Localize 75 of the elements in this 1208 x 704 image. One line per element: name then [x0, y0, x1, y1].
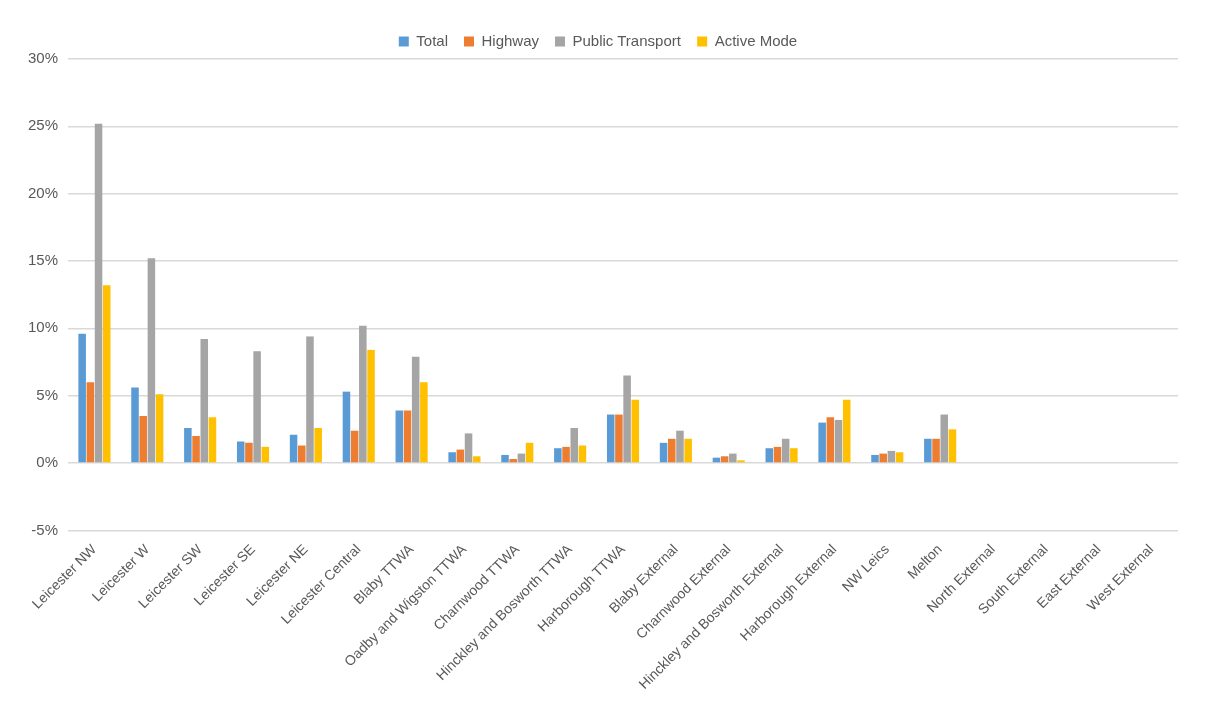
- bar: [826, 417, 835, 463]
- y-tick-label: 20%: [27, 183, 59, 201]
- bar: [306, 336, 314, 463]
- y-tick-label: 0%: [36, 453, 59, 471]
- bar: [684, 438, 692, 463]
- bar: [102, 285, 111, 463]
- bar: [509, 458, 517, 463]
- bar: [887, 450, 896, 463]
- bar: [448, 452, 456, 463]
- legend-label: Highway: [481, 31, 540, 49]
- bar: [245, 442, 253, 463]
- bar: [208, 417, 217, 463]
- y-tick-label: 5%: [36, 385, 59, 403]
- bar: [790, 448, 798, 463]
- bar: [895, 452, 904, 463]
- bar: [781, 438, 790, 463]
- bar: [472, 456, 481, 463]
- bar: [676, 430, 684, 463]
- bar: [94, 123, 103, 463]
- bar: [525, 442, 534, 463]
- bar: [871, 454, 879, 463]
- bar: [562, 446, 570, 463]
- bar: [367, 349, 375, 463]
- bar: [411, 356, 420, 463]
- bar: [395, 410, 404, 463]
- bar: [932, 438, 940, 463]
- bar: [261, 446, 270, 463]
- bar: [78, 333, 86, 463]
- bar: [342, 391, 351, 463]
- bar: [147, 258, 156, 463]
- bar: [729, 453, 737, 463]
- bar: [314, 428, 322, 463]
- y-tick-label: 25%: [27, 116, 59, 134]
- bar: [834, 419, 843, 463]
- bar: [554, 448, 562, 463]
- bar: [924, 438, 932, 463]
- bar: [200, 339, 209, 463]
- bar: [420, 382, 428, 463]
- bar: [86, 382, 95, 463]
- bar: [501, 454, 509, 463]
- bar: [139, 415, 147, 463]
- bar: [131, 387, 139, 463]
- bar: [570, 428, 579, 463]
- bar: [818, 422, 826, 463]
- bar: [350, 430, 359, 463]
- bar: [298, 445, 306, 463]
- bar: [842, 399, 851, 463]
- bar: [403, 410, 412, 463]
- bar: [464, 433, 473, 463]
- bar: [720, 456, 729, 463]
- legend-label: Public Transport: [572, 31, 682, 49]
- bar: [236, 441, 245, 463]
- bar: [659, 442, 668, 463]
- y-tick-label: 10%: [27, 318, 59, 336]
- bar: [155, 394, 164, 463]
- y-tick-label: 15%: [27, 251, 59, 269]
- bar: [623, 375, 631, 463]
- legend-label: Active Mode: [714, 31, 798, 49]
- bar: [668, 438, 676, 463]
- bar: [940, 414, 949, 463]
- bar: [879, 453, 887, 463]
- y-tick-label: -5%: [31, 520, 59, 538]
- bar: [359, 325, 367, 463]
- bar: [253, 351, 261, 463]
- bar: [773, 446, 782, 463]
- bar: [192, 436, 200, 463]
- legend-label: Total: [416, 31, 448, 49]
- bar: [606, 414, 615, 463]
- bar: [765, 448, 774, 463]
- bar: [615, 414, 623, 463]
- bar: [184, 428, 192, 463]
- y-tick-label: 30%: [27, 49, 59, 67]
- bar: [289, 434, 298, 463]
- bar: [948, 429, 957, 463]
- bar: [631, 399, 640, 463]
